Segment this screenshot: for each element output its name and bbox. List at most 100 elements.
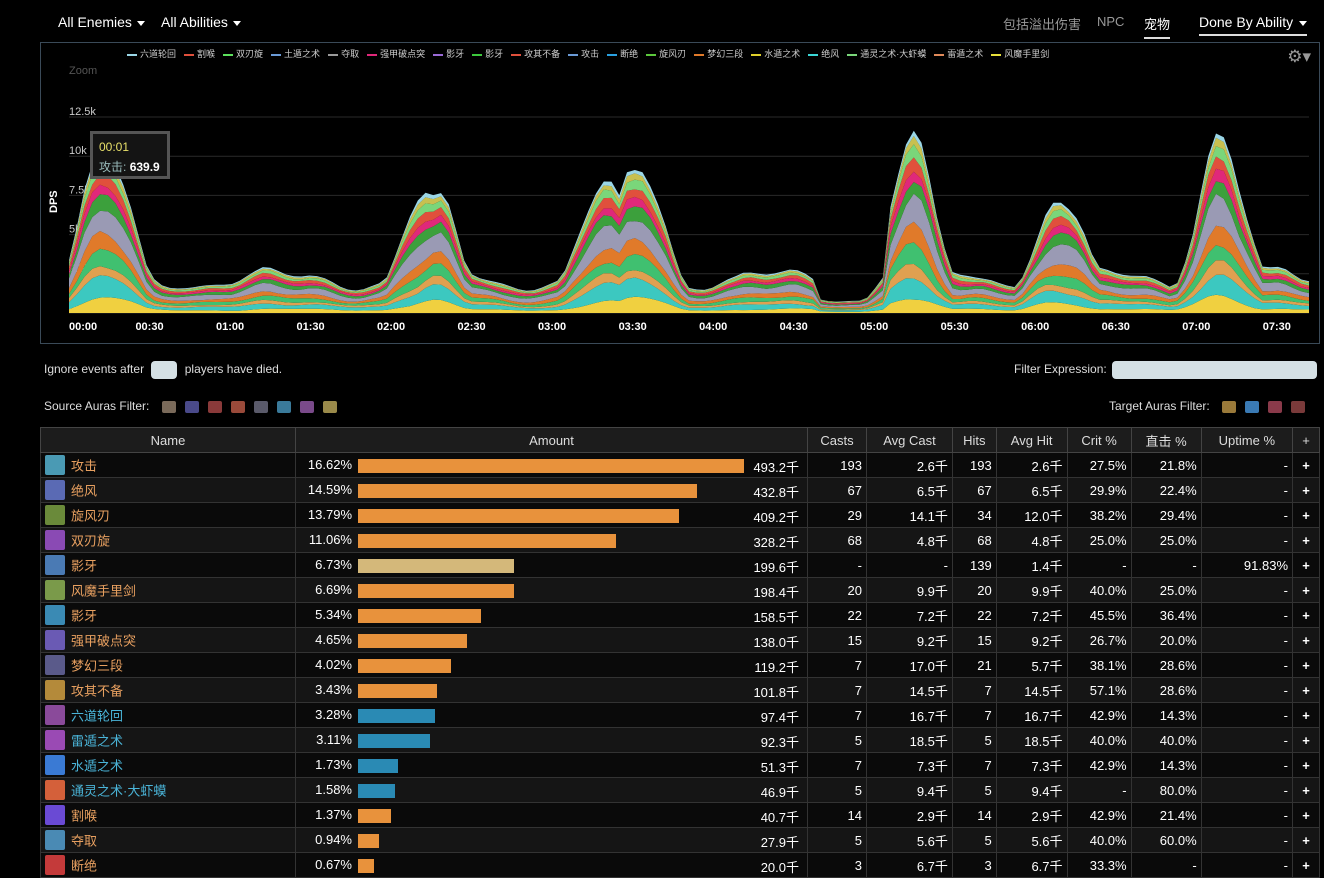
legend-item[interactable]: 梦幻三段 — [694, 47, 743, 60]
ability-name[interactable]: 雷遁之术 — [71, 733, 124, 749]
aura-icon[interactable] — [230, 400, 245, 413]
expand-icon[interactable]: + — [1292, 627, 1320, 653]
expand-icon[interactable]: + — [1292, 727, 1320, 753]
column-header[interactable]: Casts — [807, 427, 867, 453]
aura-icon[interactable] — [299, 400, 314, 413]
column-header[interactable]: Uptime % — [1200, 427, 1294, 453]
ability-name-cell[interactable]: 水遁之术 — [40, 752, 296, 778]
expand-icon[interactable]: + — [1292, 777, 1320, 803]
expand-icon[interactable]: + — [1292, 452, 1320, 478]
legend-item[interactable]: 双刃旋 — [223, 47, 263, 60]
legend-item[interactable]: 绝风 — [808, 47, 839, 60]
legend-item[interactable]: 六道轮回 — [127, 47, 176, 60]
pets-toggle[interactable]: 宠物 — [1144, 14, 1171, 39]
ability-name-cell[interactable]: 双刃旋 — [40, 527, 296, 553]
aura-icon[interactable] — [207, 400, 222, 413]
table-row[interactable]: 雷遁之术 3.11% 92.3千 5 18.5千 5 18.5千 40.0% 40.0% - + — [40, 727, 1320, 753]
ability-name[interactable]: 双刃旋 — [71, 533, 111, 549]
enemies-dropdown[interactable]: All Enemies — [58, 14, 145, 30]
aura-icon[interactable] — [1245, 400, 1260, 413]
table-row[interactable]: 攻击 16.62% 493.2千 193 2.6千 193 2.6千 27.5% 21.8% - + — [40, 452, 1320, 478]
ability-name-cell[interactable]: 强甲破点突 — [40, 627, 296, 653]
column-header[interactable]: + — [1292, 427, 1320, 453]
expand-icon[interactable]: + — [1292, 652, 1320, 678]
legend-item[interactable]: 水遁之术 — [751, 47, 800, 60]
legend-item[interactable]: 割喉 — [184, 47, 215, 60]
expand-icon[interactable]: + — [1292, 677, 1320, 703]
table-row[interactable]: 断绝 0.67% 20.0千 3 6.7千 3 6.7千 33.3% - - + — [40, 852, 1320, 878]
table-row[interactable]: 影牙 5.34% 158.5千 22 7.2千 22 7.2千 45.5% 36.4% - + — [40, 602, 1320, 628]
ability-name-cell[interactable]: 六道轮回 — [40, 702, 296, 728]
table-row[interactable]: 六道轮回 3.28% 97.4千 7 16.7千 7 16.7千 42.9% 14.3% - + — [40, 702, 1320, 728]
ability-name-cell[interactable]: 旋风刃 — [40, 502, 296, 528]
table-row[interactable]: 双刃旋 11.06% 328.2千 68 4.8千 68 4.8千 25.0% 25.0% - + — [40, 527, 1320, 553]
legend-item[interactable]: 强甲破点突 — [367, 47, 425, 60]
ability-name[interactable]: 梦幻三段 — [71, 658, 124, 674]
ability-name-cell[interactable]: 断绝 — [40, 852, 296, 878]
table-row[interactable]: 割喉 1.37% 40.7千 14 2.9千 14 2.9千 42.9% 21.4% - + — [40, 802, 1320, 828]
ability-name[interactable]: 水遁之术 — [71, 758, 124, 774]
ability-name-cell[interactable]: 夺取 — [40, 827, 296, 853]
ability-name[interactable]: 影牙 — [71, 558, 98, 574]
dps-graph[interactable]: 0k2.5k5k7.5k10k12.5kZoomDPS00:0000:3001:… — [40, 42, 1320, 344]
ability-name-cell[interactable]: 割喉 — [40, 802, 296, 828]
expand-icon[interactable]: + — [1292, 552, 1320, 578]
column-header[interactable]: Avg Cast — [865, 427, 953, 453]
column-header[interactable]: Avg Hit — [995, 427, 1068, 453]
legend-item[interactable]: 影牙 — [433, 47, 464, 60]
dps-chart-svg[interactable]: 0k2.5k5k7.5k10k12.5kZoomDPS00:0000:3001:… — [41, 43, 1319, 343]
ability-name[interactable]: 影牙 — [71, 608, 98, 624]
table-row[interactable]: 夺取 0.94% 27.9千 5 5.6千 5 5.6千 40.0% 60.0% - + — [40, 827, 1320, 853]
legend-item[interactable]: 夺取 — [328, 47, 359, 60]
aura-icon[interactable] — [1268, 400, 1283, 413]
table-row[interactable]: 绝风 14.59% 432.8千 67 6.5千 67 6.5千 29.9% 22.4% - + — [40, 477, 1320, 503]
ability-name-cell[interactable]: 雷遁之术 — [40, 727, 296, 753]
ignore-deaths-input[interactable] — [151, 361, 178, 379]
ability-name[interactable]: 夺取 — [71, 833, 98, 849]
aura-icon[interactable] — [184, 400, 199, 413]
expand-icon[interactable]: + — [1292, 527, 1320, 553]
npc-toggle[interactable]: NPC — [1097, 14, 1125, 29]
ability-name-cell[interactable]: 攻其不备 — [40, 677, 296, 703]
table-row[interactable]: 风魔手里剑 6.69% 198.4千 20 9.9千 20 9.9千 40.0% 25.0% - + — [40, 577, 1320, 603]
ability-name-cell[interactable]: 影牙 — [40, 552, 296, 578]
abilities-dropdown[interactable]: All Abilities — [161, 14, 241, 30]
table-row[interactable]: 旋风刃 13.79% 409.2千 29 14.1千 34 12.0千 38.2% 29.4% -… — [40, 502, 1320, 528]
expand-icon[interactable]: + — [1292, 852, 1320, 878]
table-row[interactable]: 水遁之术 1.73% 51.3千 7 7.3千 7 7.3千 42.9% 14.3% - + — [40, 752, 1320, 778]
table-row[interactable]: 影牙 6.73% 199.6千 - -139 1.4千 - -91.83% + — [40, 552, 1320, 578]
table-row[interactable]: 通灵之术·大虾蟆 1.58% 46.9千 5 9.4千 5 9.4千 -80.0% - + — [40, 777, 1320, 803]
legend-item[interactable]: 雷遁之术 — [934, 47, 983, 60]
legend-item[interactable]: 断绝 — [607, 47, 638, 60]
legend-item[interactable]: 影牙 — [472, 47, 503, 60]
aura-icon[interactable] — [1222, 400, 1237, 413]
ability-name[interactable]: 风魔手里剑 — [71, 583, 137, 599]
gear-icon[interactable]: ⚙▾ — [1287, 47, 1311, 66]
column-header[interactable]: Name — [40, 427, 296, 453]
table-row[interactable]: 梦幻三段 4.02% 119.2千 7 17.0千 21 5.7千 38.1% 28.6% - + — [40, 652, 1320, 678]
legend-item[interactable]: 攻击 — [568, 47, 599, 60]
ability-name[interactable]: 割喉 — [71, 808, 98, 824]
column-header[interactable]: Amount — [295, 427, 808, 453]
ability-name-cell[interactable]: 风魔手里剑 — [40, 577, 296, 603]
aura-icon[interactable] — [253, 400, 268, 413]
expand-icon[interactable]: + — [1292, 752, 1320, 778]
expand-icon[interactable]: + — [1292, 502, 1320, 528]
legend-item[interactable]: 旋风刃 — [646, 47, 686, 60]
expand-icon[interactable]: + — [1292, 477, 1320, 503]
aura-icon[interactable] — [161, 400, 176, 413]
aura-icon[interactable] — [1291, 400, 1306, 413]
ability-name-cell[interactable]: 攻击 — [40, 452, 296, 478]
aura-icon[interactable] — [322, 400, 337, 413]
table-row[interactable]: 强甲破点突 4.65% 138.0千 15 9.2千 15 9.2千 26.7% 20.0% - + — [40, 627, 1320, 653]
done-by-dropdown[interactable]: Done By Ability — [1199, 14, 1308, 36]
ability-name-cell[interactable]: 梦幻三段 — [40, 652, 296, 678]
aura-icon[interactable] — [276, 400, 291, 413]
overheal-toggle[interactable]: 包括溢出伤害 — [1003, 17, 1082, 32]
ability-name[interactable]: 断绝 — [71, 858, 98, 874]
column-header[interactable]: Crit % — [1066, 427, 1132, 453]
legend-item[interactable]: 通灵之术·大虾蟆 — [847, 47, 926, 60]
column-header[interactable]: 直击 % — [1130, 427, 1202, 453]
ability-name[interactable]: 攻击 — [71, 458, 98, 474]
zoom-label[interactable]: Zoom — [69, 65, 97, 77]
